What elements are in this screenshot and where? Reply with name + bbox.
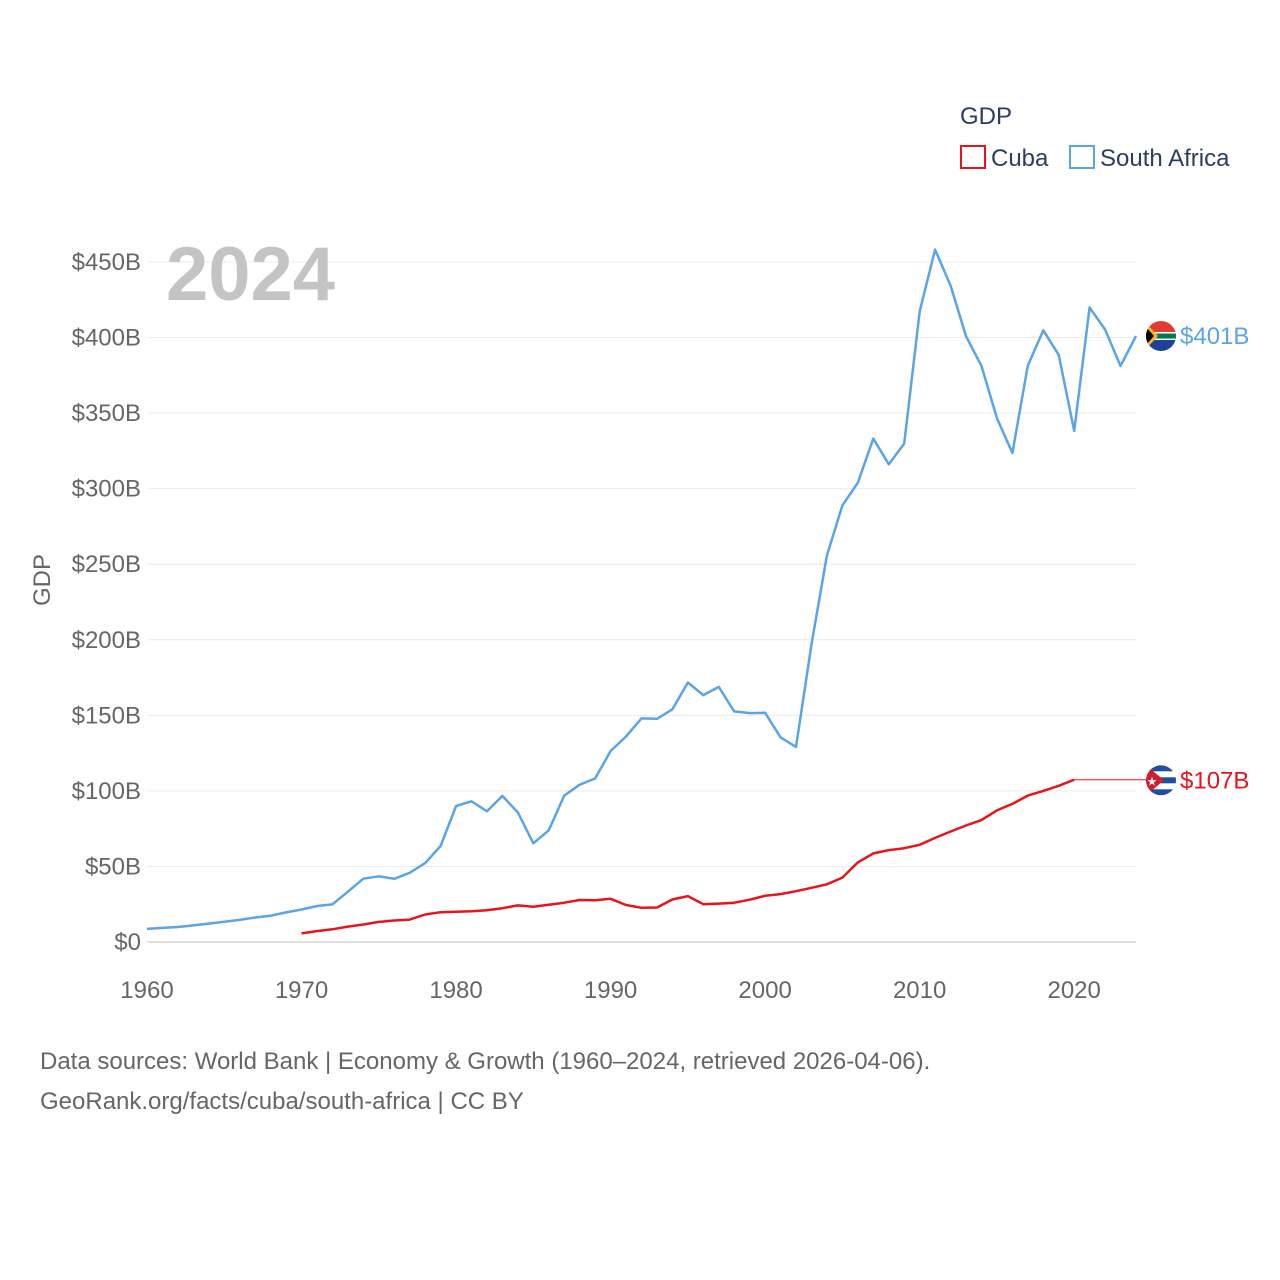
legend[interactable]: GDP Cuba South Africa: [960, 103, 1230, 172]
end-markers: ★ $107B $401B: [1146, 321, 1249, 796]
y-tick-label: $350B: [72, 400, 141, 427]
y-tick-label: $250B: [72, 551, 141, 578]
legend-swatch-south-africa: [1069, 145, 1095, 169]
legend-title: GDP: [960, 103, 1012, 130]
y-tick-label: $50B: [85, 853, 141, 880]
legend-item-south-africa[interactable]: South Africa: [1069, 145, 1230, 172]
y-tick-label: $150B: [72, 702, 141, 729]
legend-label-south-africa: South Africa: [1100, 145, 1230, 172]
series-line-cuba[interactable]: [301, 778, 1075, 935]
legend-label-cuba: Cuba: [991, 145, 1049, 172]
x-tick-label: 1990: [584, 977, 637, 1004]
gdp-line-chart: $0 $50B $100B $150B $200B $250B $300B $350B $400…: [29, 103, 1249, 1004]
y-tick-label: $450B: [72, 249, 141, 276]
x-tick-label: 1980: [429, 977, 482, 1004]
y-axis-title: GDP: [29, 554, 56, 606]
x-tick-label: 2020: [1047, 977, 1100, 1004]
y-tick-label: $100B: [72, 778, 141, 805]
end-value-label-south-africa: $401B: [1180, 323, 1249, 350]
y-tick-label: $400B: [72, 325, 141, 352]
footer-line-sources: Data sources: World Bank | Economy & Gro…: [40, 1048, 931, 1075]
x-tick-label: 1970: [275, 977, 328, 1004]
footer-sources: Data sources: World Bank | Economy & Gro…: [40, 1042, 930, 1122]
end-value-label-cuba: $107B: [1180, 767, 1249, 794]
grid-lines: [147, 261, 1136, 943]
y-tick-label: $200B: [72, 627, 141, 654]
legend-swatch-cuba: [960, 145, 986, 169]
svg-text:★: ★: [1147, 774, 1158, 788]
x-tick-label: 2000: [738, 977, 791, 1004]
south-africa-flag-icon: [1146, 321, 1176, 352]
x-tick-label: 2010: [893, 977, 946, 1004]
y-tick-label: $0: [114, 929, 141, 956]
footer-line-credit[interactable]: GeoRank.org/facts/cuba/south-africa | CC…: [40, 1088, 524, 1115]
x-axis-ticks: 1960 1970 1980 1990 2000 2010 2020: [120, 977, 1101, 1004]
x-tick-label: 1960: [120, 977, 173, 1004]
year-watermark: 2024: [166, 232, 335, 317]
series-lines: [146, 248, 1150, 935]
legend-item-cuba[interactable]: Cuba: [960, 145, 1049, 172]
y-tick-label: $300B: [72, 476, 141, 503]
cuba-flag-icon: ★: [1146, 765, 1176, 796]
series-line-south-africa[interactable]: [146, 248, 1138, 931]
y-axis-ticks: $0 $50B $100B $150B $200B $250B $300B $350B $400…: [72, 249, 141, 956]
